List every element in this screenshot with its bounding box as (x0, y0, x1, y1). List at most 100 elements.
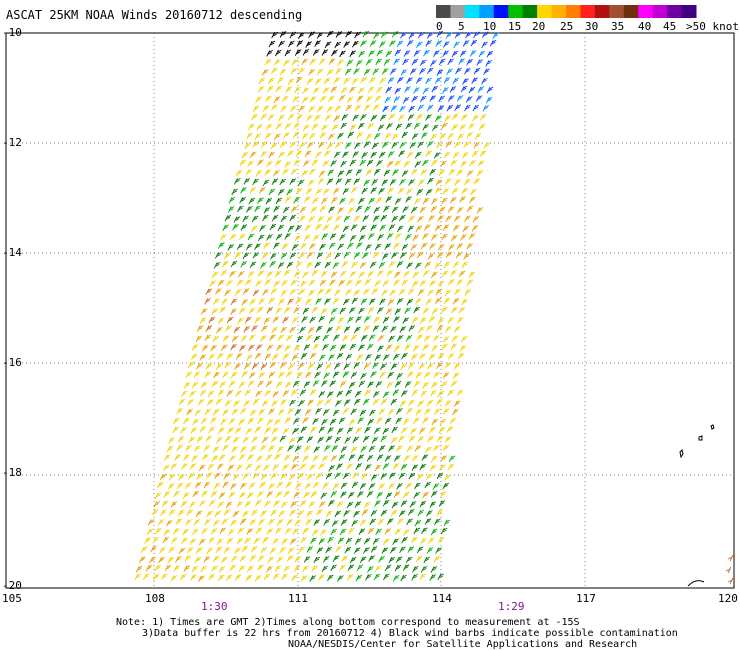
wind-barb (226, 353, 234, 361)
wind-barb (316, 32, 324, 39)
wind-barb (374, 500, 381, 507)
wind-barb (417, 400, 425, 408)
wind-barb (298, 67, 306, 75)
wind-barb (447, 95, 455, 102)
wind-barb (378, 261, 386, 269)
wind-barb (448, 244, 455, 251)
wind-barb (156, 481, 164, 489)
wind-barb (337, 170, 345, 178)
wind-barb (340, 446, 348, 453)
wind-barb (265, 454, 273, 462)
wind-barb (381, 547, 389, 555)
wind-barb (293, 491, 300, 499)
wind-barb (163, 454, 171, 462)
wind-barb (206, 399, 214, 406)
wind-barb (308, 501, 316, 508)
wind-barb (270, 509, 278, 517)
wind-barb (373, 391, 380, 398)
wind-barb (289, 538, 297, 545)
wind-barb (203, 556, 211, 563)
wind-barb (140, 546, 148, 554)
wind-barb (249, 187, 257, 194)
wind-barb (272, 316, 280, 324)
wind-barb (309, 58, 317, 66)
wind-barb (322, 482, 330, 490)
wind-barb (453, 363, 461, 370)
wind-barb (317, 436, 324, 444)
wind-barb (199, 500, 206, 507)
wind-barb (329, 380, 337, 388)
wind-barb (171, 537, 178, 544)
wind-barb (381, 325, 389, 333)
wind-barb (411, 389, 419, 397)
wind-barb (391, 426, 399, 434)
wind-barb (434, 262, 442, 270)
wind-barb (264, 132, 272, 140)
wind-barb (358, 271, 366, 279)
wind-barb (423, 371, 431, 379)
wind-barb (381, 141, 389, 149)
wind-barb (239, 307, 246, 315)
wind-barb (364, 206, 371, 213)
wind-barb (283, 269, 291, 277)
wind-barb (418, 363, 426, 371)
wind-barb (247, 380, 255, 388)
wind-barb (280, 473, 287, 481)
wind-barb (447, 389, 455, 397)
wind-barb (310, 206, 318, 214)
wind-barb (278, 114, 285, 122)
wind-barb (320, 492, 328, 500)
lat-label: -16 (2, 356, 22, 369)
wind-barb (307, 141, 314, 149)
wind-barb (453, 41, 460, 49)
wind-barb (411, 316, 419, 324)
wind-barb (396, 483, 403, 490)
wind-barb (437, 573, 445, 581)
wind-barb (337, 59, 344, 67)
wind-barb (228, 418, 236, 425)
wind-barb (284, 232, 292, 240)
wind-barb (139, 556, 146, 564)
wind-barb (270, 142, 278, 150)
wind-barb (258, 298, 266, 305)
wind-barb (279, 178, 287, 186)
wind-barb (363, 363, 371, 370)
wind-barb (483, 68, 490, 76)
wind-barb (373, 168, 381, 176)
wind-barb (428, 316, 436, 323)
wind-barb (473, 178, 481, 185)
legend-swatch (566, 5, 581, 18)
wind-barb (334, 436, 342, 444)
wind-barb (254, 352, 262, 360)
wind-barb (275, 233, 283, 241)
wind-barb (300, 242, 308, 250)
wind-barb (405, 122, 413, 130)
wind-barb (437, 280, 445, 288)
wind-barb (379, 298, 386, 306)
wind-barb (264, 353, 272, 361)
wind-barb (478, 123, 486, 131)
wind-barb (388, 556, 396, 564)
wind-barb (249, 261, 257, 269)
wind-barb (196, 325, 204, 332)
wind-barb (217, 317, 225, 325)
wind-barb (170, 463, 178, 470)
wind-barb (246, 492, 254, 500)
wind-barb (399, 105, 406, 113)
wind-barb (436, 30, 444, 38)
wind-barb (142, 573, 150, 581)
wind-barb (235, 352, 243, 360)
wind-barb (205, 288, 213, 296)
wind-barb (408, 399, 415, 407)
wind-barb (288, 437, 296, 445)
wind-barb (252, 178, 259, 186)
legend-label: 10 (483, 20, 497, 33)
wind-barb (367, 381, 374, 389)
wind-barb (232, 223, 239, 231)
wind-barb (299, 206, 307, 214)
wind-barb (276, 481, 284, 489)
wind-barb (250, 445, 257, 453)
wind-barb (218, 427, 225, 435)
wind-barb (346, 59, 354, 67)
wind-barb (413, 50, 421, 57)
